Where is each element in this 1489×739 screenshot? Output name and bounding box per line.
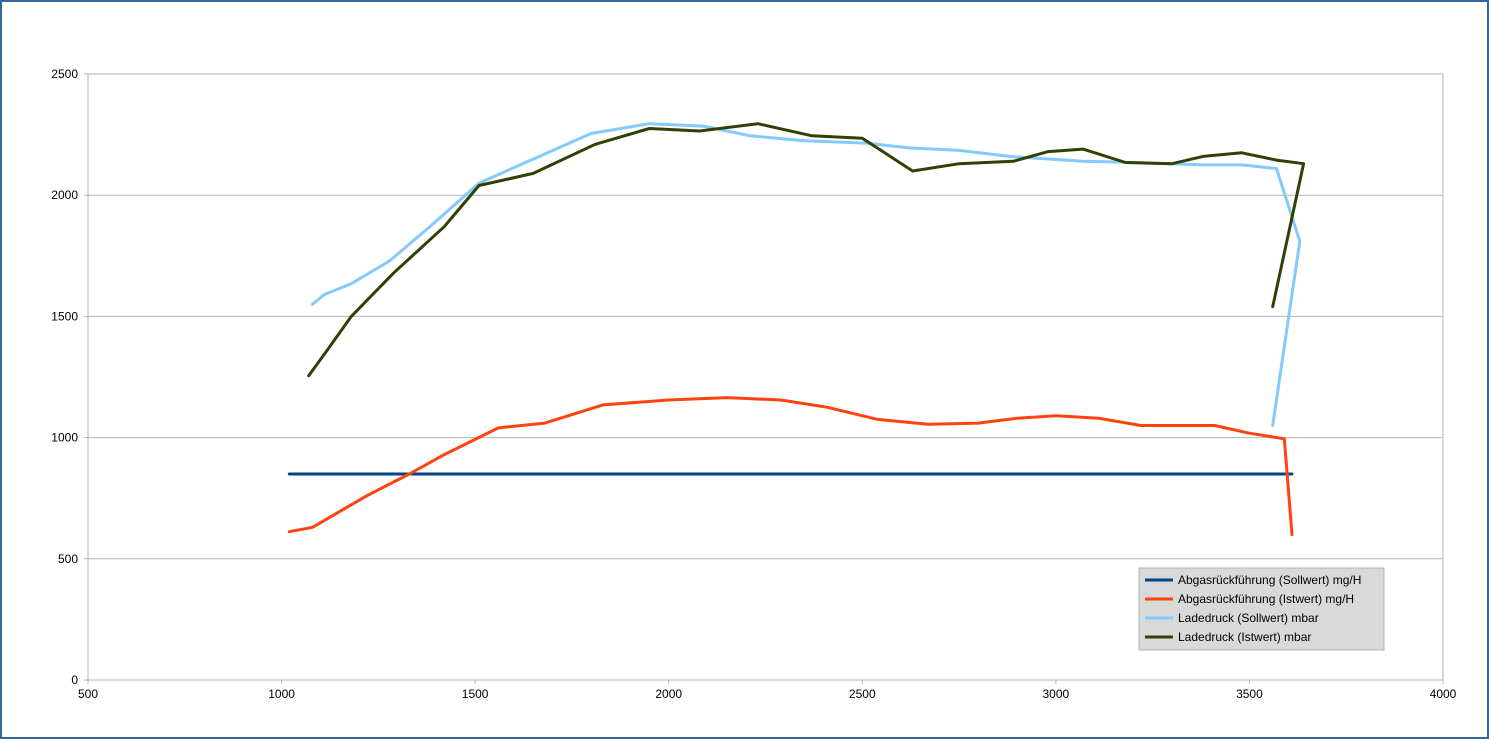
- y-tick-label-5: 2500: [51, 67, 78, 81]
- legend-box: [1138, 567, 1385, 651]
- y-tick-label-4: 2000: [51, 188, 78, 202]
- y-tick-label-3: 1500: [51, 309, 78, 323]
- legend-label-2: Abgasrückführung (Istwert) mg/H: [1178, 592, 1354, 606]
- x-tick-label-6: 3500: [1236, 687, 1263, 701]
- x-tick-label-3: 2000: [655, 687, 682, 701]
- x-tick-labels: 500 1000 1500 2000 2500 3000 3500 4000: [78, 687, 1457, 701]
- legend: Abgasrückführung (Sollwert) mg/H Abgasrü…: [1138, 567, 1385, 651]
- legend-label-3: Ladedruck (Sollwert) mbar: [1178, 611, 1319, 625]
- x-tick-label-4: 2500: [849, 687, 876, 701]
- axes: [84, 73, 1444, 684]
- y-tick-labels: 0 500 1000 1500 2000 2500: [51, 67, 78, 687]
- grid-lines: [88, 73, 1443, 560]
- legend-label-4: Ladedruck (Istwert) mbar: [1178, 630, 1311, 644]
- series-lines: [287, 122, 1306, 537]
- series-ladedruck-sollwert: [311, 122, 1302, 427]
- y-tick-label-2: 1000: [51, 431, 78, 445]
- x-tick-label-0: 500: [78, 687, 98, 701]
- legend-label-1: Abgasrückführung (Sollwert) mg/H: [1178, 573, 1361, 587]
- y-tick-label-0: 0: [71, 673, 78, 687]
- series-abgas-istwert: [287, 396, 1294, 537]
- y-tick-label-1: 500: [58, 552, 78, 566]
- x-tick-label-5: 3000: [1043, 687, 1070, 701]
- x-tick-label-7: 4000: [1430, 687, 1457, 701]
- series-ladedruck-istwert: [307, 122, 1306, 378]
- x-tick-label-2: 1500: [462, 687, 489, 701]
- x-tick-label-1: 1000: [268, 687, 295, 701]
